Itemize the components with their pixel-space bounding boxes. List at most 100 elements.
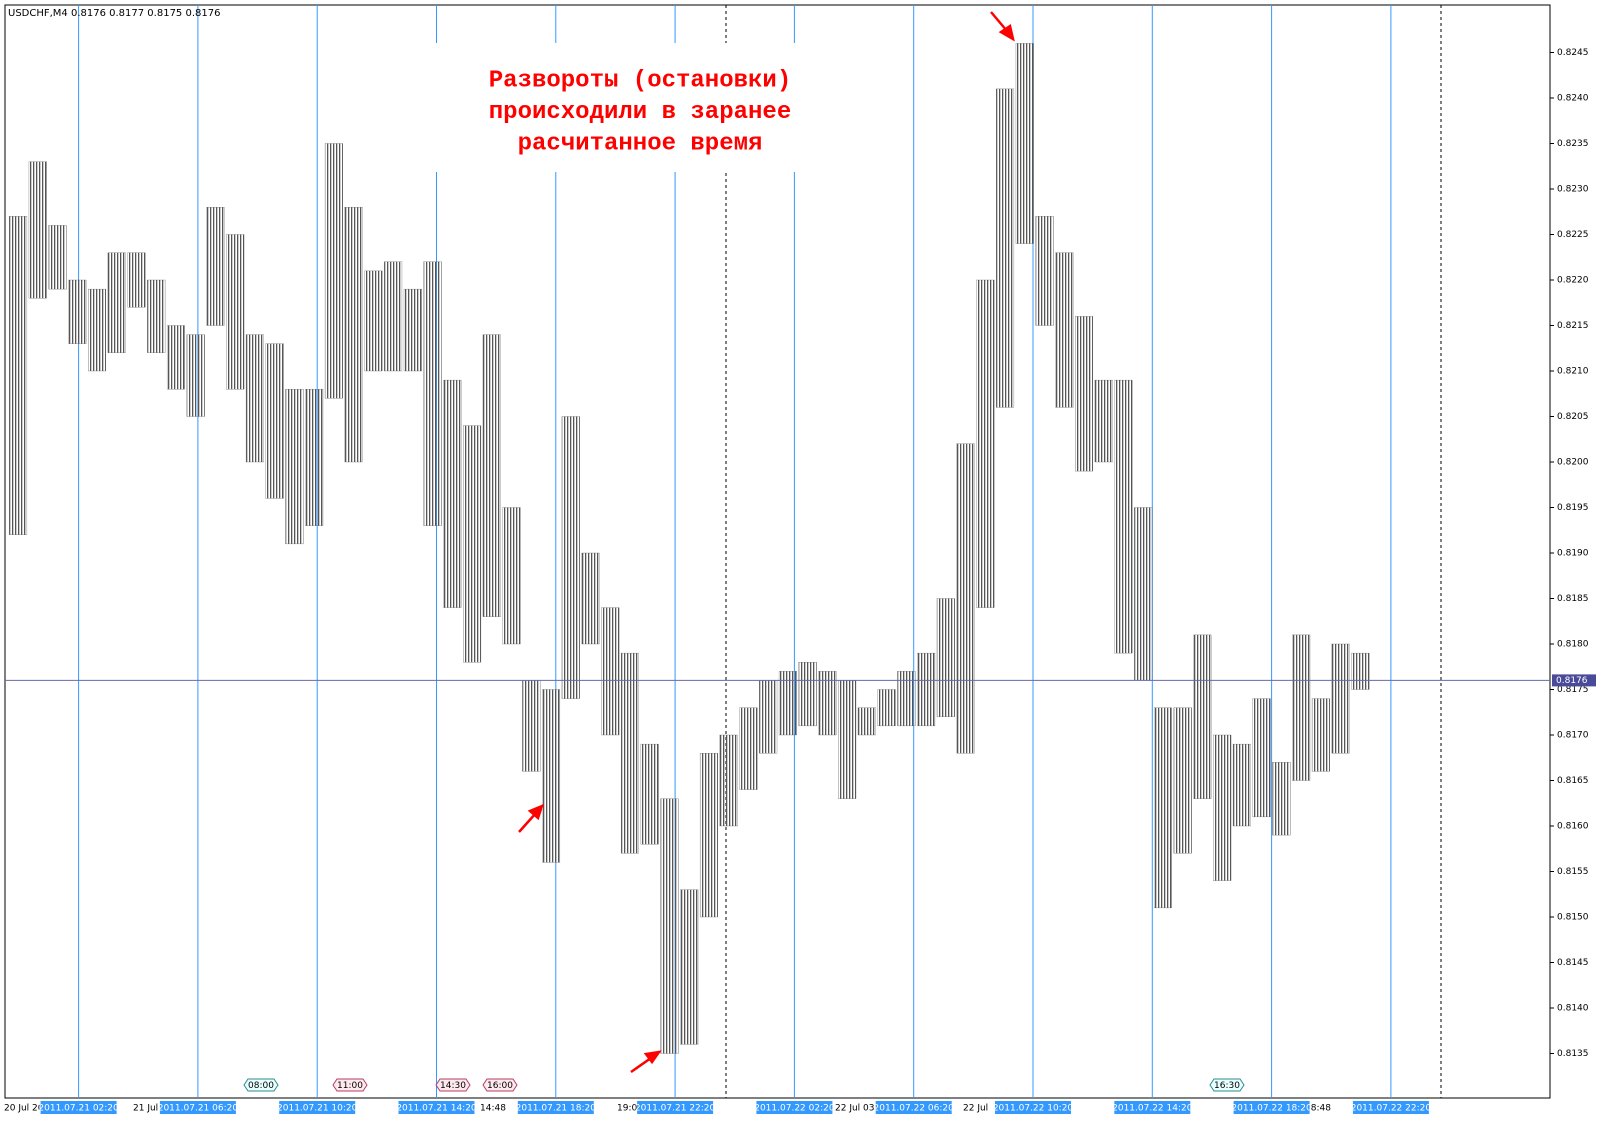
y-tick-label: 0.8165 — [1557, 776, 1589, 786]
time-line-label: 2011.07.21 14:20 — [396, 1104, 477, 1114]
price-bar — [265, 343, 284, 499]
plot-frame — [4, 4, 1551, 1099]
price-bar — [1094, 379, 1113, 463]
session-marker — [435, 1078, 471, 1092]
price-bar — [1331, 643, 1350, 754]
price-bar — [1351, 652, 1370, 690]
price-bar — [759, 680, 778, 754]
time-label: 21 Jul — [133, 1104, 158, 1114]
price-bar — [1292, 634, 1311, 781]
y-tick-label: 0.8145 — [1557, 958, 1589, 968]
arrow — [990, 11, 1008, 32]
price-bar — [798, 662, 817, 727]
y-tick-label: 0.8230 — [1557, 185, 1589, 195]
price-bar — [68, 279, 87, 344]
price-bar — [857, 707, 876, 736]
time-line-tag — [756, 1101, 833, 1114]
time-line-tag — [995, 1101, 1071, 1114]
price-bar — [818, 671, 837, 736]
price-bar — [1075, 316, 1094, 472]
annotation-line: расчитанное время — [518, 130, 763, 157]
current-price-label: 0.8176 — [1556, 676, 1588, 686]
price-bar — [344, 207, 363, 463]
y-tick-label: 0.8135 — [1557, 1049, 1589, 1059]
time-line-label: 2011.07.22 14:20 — [1112, 1104, 1193, 1114]
price-bar — [976, 279, 995, 608]
price-bar — [640, 743, 659, 845]
price-bar — [324, 143, 343, 399]
time-line-label: 2011.07.21 18:20 — [516, 1104, 597, 1114]
y-tick-label: 0.8245 — [1557, 48, 1589, 58]
price-bar — [206, 207, 225, 326]
price-bar — [1311, 698, 1330, 772]
y-tick-label: 0.8240 — [1557, 94, 1589, 104]
session-marker — [332, 1078, 368, 1092]
chart-title: USDCHF,M4 0.8176 0.8177 0.8175 0.8176 — [8, 8, 220, 19]
time-line-label: 2011.07.22 22:20 — [1351, 1104, 1432, 1114]
price-bar — [9, 216, 28, 535]
price-bar — [936, 598, 955, 717]
price-bar — [1153, 707, 1172, 909]
time-label: 22 Jul 03 — [835, 1104, 875, 1114]
time-line-label: 2011.07.21 06:20 — [158, 1104, 239, 1114]
time-label: 20 Jul 20 — [4, 1104, 44, 1114]
y-tick-label: 0.8175 — [1557, 685, 1589, 695]
price-bar — [502, 507, 521, 645]
price-bar — [877, 689, 896, 727]
price-bar — [1272, 762, 1291, 836]
time-line-label: 2011.07.22 06:20 — [874, 1104, 955, 1114]
price-bar — [897, 671, 916, 727]
price-bar — [28, 161, 47, 299]
time-line-label: 2011.07.21 22:20 — [635, 1104, 716, 1114]
session-marker — [243, 1078, 279, 1092]
annotation-line: Развороты (остановки) — [489, 67, 791, 94]
session-marker-label: 16:30 — [1214, 1081, 1240, 1091]
y-tick-label: 0.8200 — [1557, 458, 1589, 468]
y-tick-label: 0.8160 — [1557, 822, 1589, 832]
annotation-line: происходили в заранее — [489, 99, 791, 126]
time-line-tag — [279, 1101, 356, 1114]
price-bar — [1035, 216, 1054, 326]
price-bar — [1232, 743, 1251, 827]
price-bar — [1055, 252, 1074, 408]
bars — [9, 43, 1370, 1054]
price-bar — [620, 652, 639, 854]
price-bar — [719, 734, 738, 827]
price-bar — [561, 416, 580, 699]
session-marker-label: 16:00 — [487, 1081, 513, 1091]
y-tick-label: 0.8210 — [1557, 367, 1589, 377]
arrow-head — [643, 1050, 662, 1065]
price-bar — [739, 707, 758, 790]
price-bar — [423, 261, 442, 526]
price-bar — [443, 379, 462, 608]
price-bar — [778, 671, 797, 736]
price-bar — [1015, 43, 1034, 244]
time-axis: 20 Jul 20 21 Jul 14:48 19:04 22 Jul 03 22 Jul… — [4, 1101, 1431, 1114]
price-bar — [1134, 507, 1153, 681]
arrow-head — [527, 803, 545, 821]
price-bar — [1193, 634, 1212, 799]
price-bar — [522, 680, 541, 772]
time-line-label: 2011.07.22 10:20 — [993, 1104, 1074, 1114]
time-label: 19:04 — [617, 1104, 643, 1114]
y-tick-label: 0.8235 — [1557, 139, 1589, 149]
price-bar — [186, 334, 205, 417]
price-bar — [463, 425, 482, 663]
price-bar — [482, 334, 501, 617]
price-bar — [838, 680, 857, 799]
arrow-head — [998, 23, 1015, 42]
y-tick-label: 0.8140 — [1557, 1004, 1589, 1014]
time-line-label: 2011.07.21 02:20 — [38, 1104, 119, 1114]
arrow — [630, 1056, 652, 1074]
time-line-tag — [1352, 1101, 1429, 1114]
price-axis: 0.8135 0.8140 0.8145 0.8150 0.8155 0.8160 0.81… — [1550, 48, 1596, 1059]
price-bar — [403, 288, 422, 372]
time-line-tag — [637, 1101, 714, 1114]
price-bar — [226, 234, 245, 390]
annotation: Развороты (остановки) происходили в заран… — [489, 67, 791, 157]
session-marker-label: 14:30 — [440, 1081, 466, 1091]
time-line-tag — [1114, 1101, 1191, 1114]
time-label: 22 Jul — [963, 1104, 988, 1114]
